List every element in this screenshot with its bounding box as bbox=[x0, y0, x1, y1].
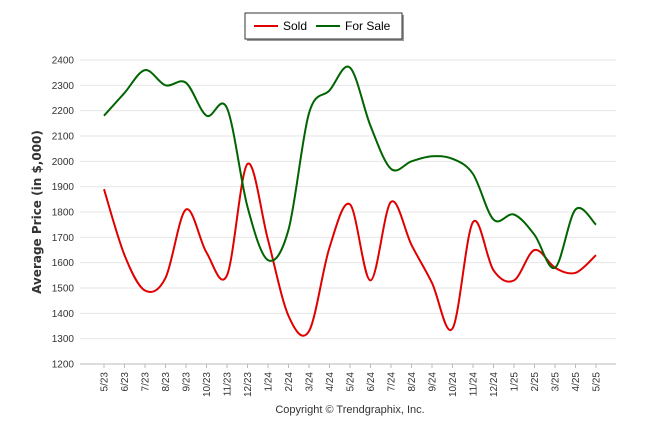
x-tick-label: 10/23 bbox=[202, 372, 213, 397]
series-lines bbox=[103, 65, 597, 337]
x-tick-label: 10/24 bbox=[448, 372, 459, 397]
x-tick-label: 7/23 bbox=[141, 372, 152, 392]
x-tick-label: 11/24 bbox=[469, 372, 480, 397]
series-line-for-sale bbox=[103, 65, 597, 269]
y-tick-label: 1700 bbox=[52, 233, 75, 244]
y-tick-label: 2200 bbox=[52, 106, 75, 117]
y-tick-label: 2300 bbox=[52, 81, 75, 92]
y-tick-label: 2000 bbox=[52, 157, 75, 168]
y-tick-label: 1500 bbox=[52, 284, 75, 295]
y-tick-label: 2100 bbox=[52, 132, 75, 143]
x-tick-label: 5/24 bbox=[346, 372, 357, 392]
x-tick-label: 8/23 bbox=[161, 372, 172, 392]
legend-label-for-sale: For Sale bbox=[345, 19, 391, 33]
y-tick-label: 1400 bbox=[52, 309, 75, 320]
x-tick-label: 1/25 bbox=[510, 372, 521, 392]
grid bbox=[80, 59, 616, 365]
x-tick-label: 6/24 bbox=[366, 372, 377, 392]
copyright-text: Copyright © Trendgraphix, Inc. bbox=[275, 404, 424, 416]
x-tick-label: 2/25 bbox=[530, 372, 541, 392]
x-tick-label: 4/24 bbox=[325, 372, 336, 392]
x-tick-label: 5/25 bbox=[592, 372, 603, 392]
y-tick-label: 2400 bbox=[52, 56, 75, 67]
x-tick-label: 3/24 bbox=[305, 372, 316, 392]
series-line-sold bbox=[103, 162, 597, 337]
x-tick-label: 11/23 bbox=[223, 372, 234, 397]
x-tick-label: 5/23 bbox=[100, 372, 111, 392]
x-tick-label: 2/24 bbox=[284, 372, 295, 392]
y-tick-label: 1300 bbox=[52, 334, 75, 345]
x-tick-label: 3/25 bbox=[551, 372, 562, 392]
legend: Sold For Sale bbox=[244, 12, 404, 41]
y-tick-label: 1200 bbox=[52, 360, 75, 371]
axes: 1200 1300 1400 1500 1600 1700 1800 1900 2000 2100… bbox=[52, 56, 616, 397]
x-tick-label: 12/23 bbox=[243, 372, 254, 397]
y-axis-title: Average Price (in $,000) bbox=[30, 130, 44, 294]
x-tick-label: 6/23 bbox=[120, 372, 131, 392]
x-tick-label: 1/24 bbox=[264, 372, 275, 392]
y-tick-label: 1600 bbox=[52, 258, 75, 269]
y-tick-label: 1800 bbox=[52, 208, 75, 219]
x-tick-label: 8/24 bbox=[407, 372, 418, 392]
x-tick-label: 7/24 bbox=[387, 372, 398, 392]
x-tick-label: 12/24 bbox=[489, 372, 500, 397]
x-tick-label: 9/23 bbox=[182, 372, 193, 392]
legend-label-sold: Sold bbox=[283, 19, 307, 33]
x-tick-label: 4/25 bbox=[571, 372, 582, 392]
y-tick-label: 1900 bbox=[52, 182, 75, 193]
x-tick-label: 9/24 bbox=[428, 372, 439, 392]
